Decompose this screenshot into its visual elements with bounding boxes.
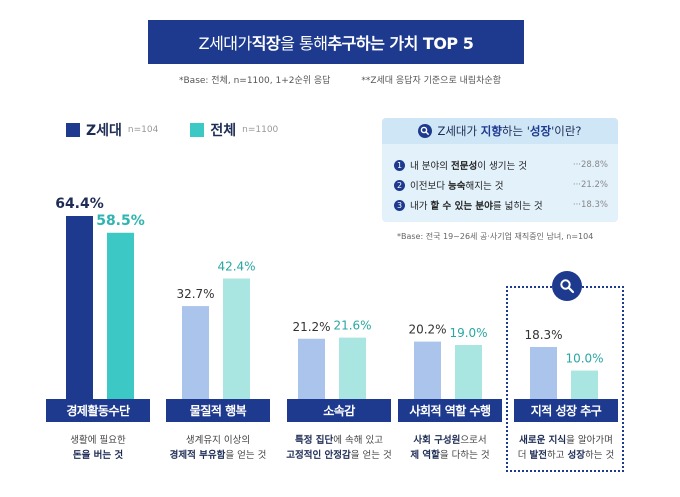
desc-line-2: 하는 것 bbox=[584, 450, 615, 461]
desc-line-2: 을 얻는 것 bbox=[225, 450, 267, 461]
desc-bold: 돈을 버는 것 bbox=[72, 450, 124, 461]
desc-bold: 제 역할 bbox=[410, 450, 440, 461]
data-label: 58.5% bbox=[96, 213, 145, 229]
search-icon bbox=[418, 124, 433, 138]
desc-bold-2: 성장 bbox=[567, 450, 585, 461]
data-label: 21.6% bbox=[333, 319, 371, 333]
title-bold-1: 직장 bbox=[251, 34, 281, 53]
item-bold: 전문성 bbox=[451, 161, 478, 172]
desc-mid: 하고 bbox=[547, 450, 568, 461]
bar-z bbox=[298, 338, 325, 399]
category-description: 새로운 지식을 알아가며 더 발전하고 성장하는 것 bbox=[507, 433, 625, 463]
desc-line-1: 생활에 필요한 bbox=[70, 435, 126, 446]
data-label: 32.7% bbox=[176, 287, 214, 301]
desc-pre: 더 bbox=[517, 450, 530, 461]
item-post: 이 생기는 것 bbox=[477, 161, 527, 172]
category-description: 특정 집단에 속해 있고 고정적인 안정감을 얻는 것 bbox=[280, 433, 398, 463]
item-bold: 할 수 있는 분야 bbox=[430, 201, 493, 212]
bar-all bbox=[455, 345, 482, 399]
info-head-mid: 하는 ' bbox=[501, 124, 530, 138]
legend-swatch-all bbox=[190, 123, 205, 137]
data-label: 18.3% bbox=[524, 328, 562, 342]
bar-z bbox=[414, 341, 441, 399]
legend-label-all: 전체 bbox=[210, 123, 237, 139]
item-pct: ···28.8% bbox=[572, 160, 608, 170]
desc-line-1: 을 알아가며 bbox=[566, 435, 613, 446]
desc-line-1: 에 속해 있고 bbox=[333, 435, 384, 446]
note-base: *Base: 전체, n=1100, 1+2순위 응답 bbox=[179, 76, 331, 86]
data-label: 20.2% bbox=[408, 323, 446, 337]
desc-line-1: 으로서 bbox=[460, 435, 487, 446]
info-head-post: '이란? bbox=[551, 124, 582, 138]
legend: Z세대 n=104 전체 n=1100 bbox=[66, 120, 304, 140]
desc-line-2: 을 다하는 것 bbox=[439, 450, 490, 461]
growth-info-header: Z세대가 지향하는 '성장'이란? bbox=[382, 118, 618, 144]
info-head-pre: Z세대가 bbox=[437, 124, 481, 138]
desc-bold: 새로운 지식 bbox=[519, 435, 567, 446]
item-number: 2 bbox=[394, 179, 405, 191]
bar-all bbox=[107, 232, 134, 399]
title-part-2: 을 통해 bbox=[280, 34, 328, 53]
bar-all bbox=[339, 337, 366, 399]
bar-z bbox=[66, 216, 93, 399]
category-label: 경제활동수단 bbox=[46, 399, 150, 422]
legend-swatch-z bbox=[66, 123, 80, 137]
desc-bold: 발전 bbox=[529, 450, 547, 461]
info-head-bold-2: 성장 bbox=[529, 124, 552, 138]
bar-z bbox=[182, 306, 209, 399]
category-label: 소속감 bbox=[287, 399, 391, 422]
notes: *Base: 전체, n=1100, 1+2순위 응답 **Z세대 응답자 기준… bbox=[0, 73, 680, 86]
category-label: 물질적 행복 bbox=[166, 399, 270, 422]
category-description: 사회 구성원으로서 제 역할을 다하는 것 bbox=[391, 433, 509, 463]
data-label: 19.0% bbox=[449, 326, 487, 340]
item-pre: 내 분야의 bbox=[410, 161, 451, 172]
data-label: 64.4% bbox=[55, 196, 104, 212]
category-description: 생계유지 이상의 경제적 부유함을 얻는 것 bbox=[159, 433, 277, 463]
data-label: 21.2% bbox=[292, 320, 330, 334]
chart-title: Z세대가 직장 을 통해 추구하는 가치 TOP 5 bbox=[148, 20, 524, 64]
item-pre: 내가 bbox=[410, 201, 431, 212]
desc-bold: 사회 구성원 bbox=[413, 435, 461, 446]
desc-line-1: 생계유지 이상의 bbox=[185, 435, 251, 446]
bar-z bbox=[530, 346, 557, 399]
item-pct: ···18.3% bbox=[572, 200, 608, 210]
item-post: 를 넓히는 것 bbox=[492, 201, 543, 212]
category-label: 지적 성장 추구 bbox=[514, 399, 618, 422]
data-label: 10.0% bbox=[565, 352, 603, 366]
category-label: 사회적 역할 수행 bbox=[398, 399, 502, 422]
category-description: 생활에 필요한 돈을 버는 것 bbox=[39, 433, 157, 463]
desc-bold: 특정 집단 bbox=[294, 435, 334, 446]
desc-bold: 경제적 부유함 bbox=[169, 450, 226, 461]
item-number: 3 bbox=[394, 199, 405, 211]
item-pre: 이전보다 bbox=[410, 181, 448, 192]
item-post: 해지는 것 bbox=[465, 181, 504, 192]
growth-item-1: 1 내 분야의 전문성이 생기는 것 ···28.8% bbox=[394, 158, 608, 172]
growth-info-box: Z세대가 지향하는 '성장'이란? 1 내 분야의 전문성이 생기는 것 ···… bbox=[382, 118, 618, 222]
desc-line-2: 을 얻는 것 bbox=[350, 450, 392, 461]
growth-item-3: 3 내가 할 수 있는 분야를 넓히는 것 ···18.3% bbox=[394, 198, 608, 212]
legend-n-all: n=1100 bbox=[242, 125, 279, 135]
bar-all bbox=[223, 278, 250, 399]
legend-label-z: Z세대 bbox=[86, 123, 122, 139]
legend-n-z: n=104 bbox=[127, 125, 159, 135]
item-number: 1 bbox=[394, 159, 405, 171]
title-part-1: Z세대가 bbox=[198, 34, 253, 53]
item-bold: 능숙 bbox=[447, 181, 466, 192]
item-pct: ···21.2% bbox=[572, 180, 608, 190]
title-bold-2: 추구하는 가치 TOP 5 bbox=[327, 34, 474, 53]
info-head-bold-1: 지향 bbox=[480, 124, 502, 138]
bar-all bbox=[571, 370, 598, 399]
info-base-note: *Base: 전국 19~26세 공·사기업 재직중인 남녀, n=104 bbox=[397, 232, 594, 241]
magnifier-icon bbox=[552, 271, 582, 301]
desc-bold: 고정적인 안정감 bbox=[286, 450, 351, 461]
data-label: 42.4% bbox=[217, 260, 255, 274]
note-sort: **Z세대 응답자 기준으로 내림차순함 bbox=[361, 76, 501, 86]
growth-item-2: 2 이전보다 능숙해지는 것 ···21.2% bbox=[394, 178, 608, 192]
